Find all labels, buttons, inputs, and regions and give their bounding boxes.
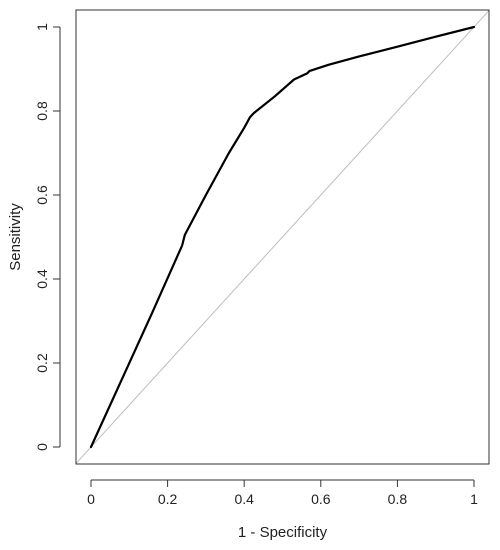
y-tick-label: 0.6: [34, 185, 50, 205]
series-layer: [76, 10, 489, 464]
x-tick-label: 0: [87, 491, 95, 507]
x-axis: 0 0.2 0.4 0.6 0.8 1: [87, 479, 478, 507]
x-tick-label: 0.2: [158, 491, 178, 507]
y-tick-label: 0.8: [34, 101, 50, 121]
y-tick-label: 0.4: [34, 269, 50, 289]
y-tick-label: 1: [34, 23, 50, 31]
x-axis-title: 1 - Specificity: [238, 524, 328, 541]
x-tick-label: 0.8: [388, 491, 408, 507]
y-tick-label: 0.2: [34, 353, 50, 373]
plot-area-frame: [75, 9, 490, 465]
y-tick-label: 0: [34, 443, 50, 451]
x-tick-label: 0.4: [234, 491, 254, 507]
x-tick-label: 0.6: [311, 491, 331, 507]
x-tick-label: 1: [470, 491, 478, 507]
reference-diagonal-line: [76, 10, 489, 464]
y-axis: 0 0.2 0.4 0.6 0.8 1: [34, 23, 61, 451]
y-axis-title: Sensitivity: [7, 203, 24, 271]
roc-curve-line: [89, 25, 476, 449]
